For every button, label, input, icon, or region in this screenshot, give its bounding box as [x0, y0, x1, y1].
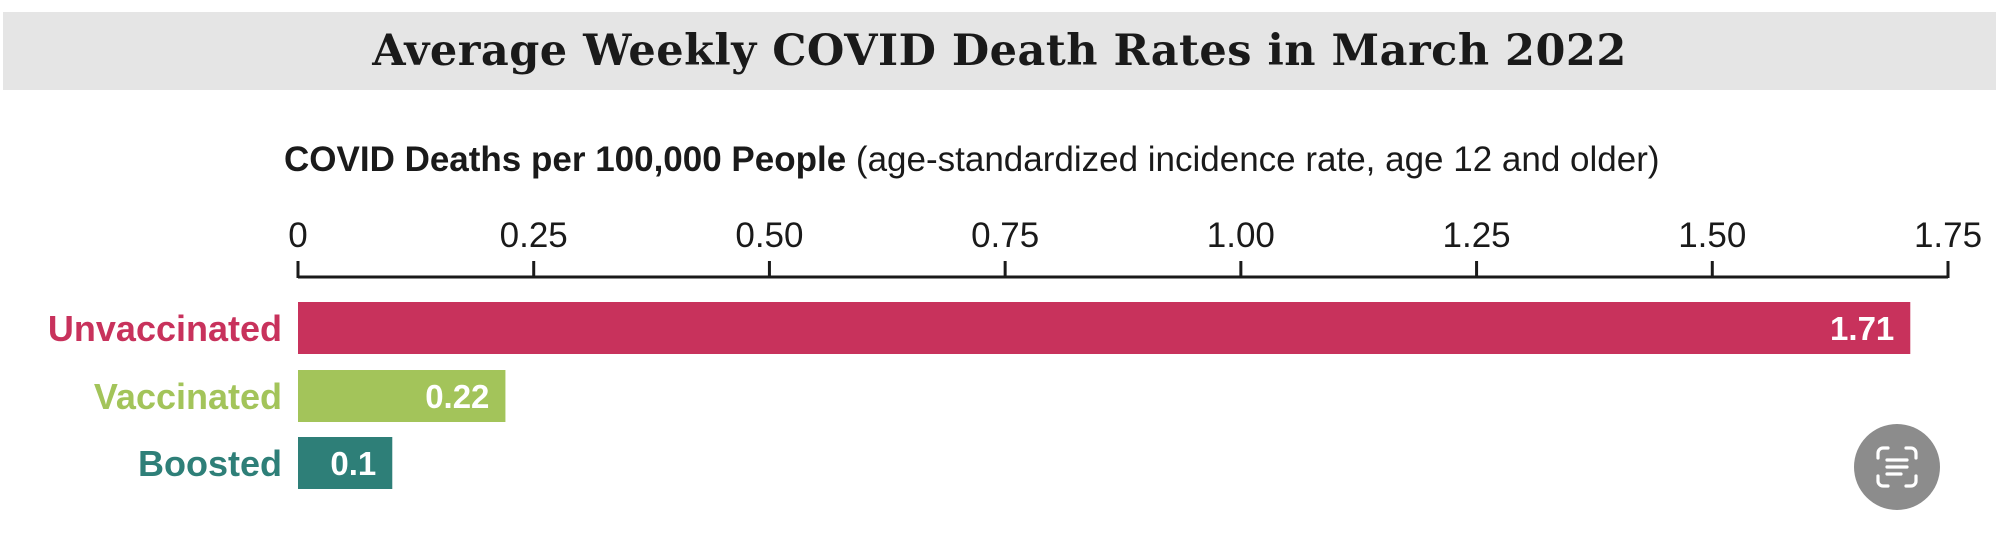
axis-title: COVID Deaths per 100,000 People (age-sta… — [284, 140, 1660, 180]
axis-title-main: COVID Deaths per 100,000 People — [284, 140, 847, 179]
chart-title: Average Weekly COVID Death Rates in Marc… — [372, 26, 1627, 76]
category-label-unvaccinated: Unvaccinated — [48, 308, 282, 349]
x-tick-label: 0.50 — [735, 216, 803, 255]
category-label-vaccinated: Vaccinated — [94, 376, 282, 417]
value-label-boosted: 0.1 — [330, 445, 376, 482]
bar-unvaccinated — [298, 302, 1911, 354]
x-tick-label: 1.50 — [1678, 216, 1746, 255]
x-tick-label: 1.25 — [1443, 216, 1511, 255]
value-label-vaccinated: 0.22 — [425, 378, 489, 415]
x-tick-label: 0.75 — [971, 216, 1039, 255]
x-tick-label: 0 — [288, 216, 307, 255]
bar-vaccinated — [298, 370, 506, 422]
x-tick-label: 1.00 — [1207, 216, 1275, 255]
bar-boosted — [298, 437, 393, 489]
scan-text-button[interactable] — [1854, 424, 1940, 510]
x-tick-label: 0.25 — [500, 216, 568, 255]
scan-text-icon — [1876, 446, 1918, 488]
value-label-unvaccinated: 1.71 — [1830, 310, 1894, 347]
title-band: Average Weekly COVID Death Rates in Marc… — [3, 12, 1996, 90]
category-label-boosted: Boosted — [138, 443, 282, 484]
axis-title-note: (age-standardized incidence rate, age 12… — [855, 140, 1660, 179]
x-tick-label: 1.75 — [1914, 216, 1982, 255]
